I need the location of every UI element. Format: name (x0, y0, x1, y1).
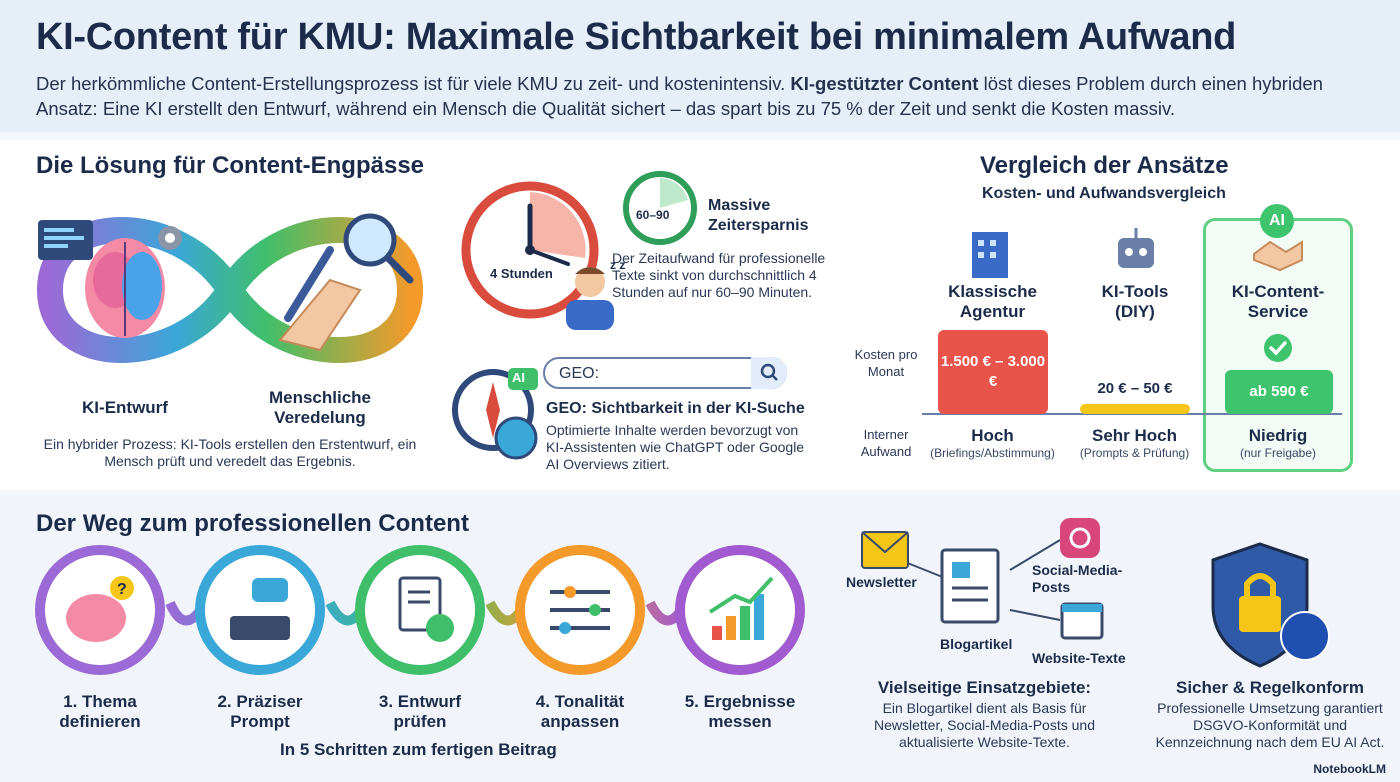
zzz-text: z z (610, 258, 626, 272)
compass-globe-icon (452, 368, 538, 460)
geo-text: Optimierte Inhalte werden bevorzugt von … (546, 422, 805, 472)
uses-text: Ein Blogartikel dient als Basis für News… (874, 700, 1095, 750)
handshake-icon (1253, 240, 1303, 272)
effort-sub-service: (nur Freigabe) (1239, 446, 1317, 460)
time-heading: Massive Zeitersparnis (708, 197, 809, 234)
geo-search-text: GEO: (559, 365, 600, 382)
hand-pen-icon (278, 246, 362, 352)
steps-ribbon: ? (35, 545, 805, 675)
column-title-service: KI-Content-Service (1231, 282, 1325, 321)
comparison-subheading: Kosten- und Aufwandsvergleich (982, 185, 1226, 202)
human-refinement-label: Menschliche Veredelung (268, 388, 372, 427)
newsletter-icon (861, 531, 909, 569)
infinity-illustration (36, 213, 424, 363)
ki-entwurf-label: KI-Entwurf (82, 398, 168, 417)
step-4-label: 4. Tonalität anpassen (535, 692, 625, 731)
clock-icon (461, 181, 599, 319)
content-uses-diagram (861, 518, 1104, 640)
geo-ai-badge: AI (512, 370, 525, 385)
document-check-icon (398, 576, 454, 642)
cost-bar-agency: 1.500 € – 3.000 € (938, 330, 1048, 414)
effort-sub-diy: (Prompts & Prüfung) (1079, 446, 1190, 460)
sliders-icon (550, 586, 610, 634)
time-text: Der Zeitaufwand für professionelle Texte… (612, 250, 826, 300)
intro-bold: KI-gestützter Content (790, 73, 979, 94)
step-2-ring (195, 545, 325, 675)
cost-bar-diy (1080, 404, 1190, 414)
header-band (0, 0, 1400, 132)
website-label: Website-Texte (1032, 650, 1126, 666)
shield-lock-icon (1211, 542, 1330, 668)
baseline (922, 413, 1342, 415)
column-title-diy: KI-Tools (DIY) (1101, 282, 1169, 321)
column-title-agency: Klassische Agentur (948, 282, 1037, 321)
small-clock-icon (623, 171, 697, 245)
social-label: Social-Media-Posts (1032, 562, 1123, 595)
building-icon (972, 232, 1008, 278)
secure-text: Professionelle Umsetzung garantiert DSGV… (1155, 700, 1385, 750)
step-2-label: 2. Präziser Prompt (217, 692, 303, 731)
row-cost-label: Kosten pro Monat (854, 347, 918, 379)
brain-icon (85, 238, 165, 338)
uses-heading: Vielseitige Einsatzgebiete: (877, 678, 1092, 697)
blog-document-icon (940, 548, 1000, 624)
brain-question-icon: ? (66, 576, 134, 642)
effort-sub-agency: (Briefings/Abstimmung) (930, 446, 1055, 460)
keyboard-chat-icon (230, 578, 290, 640)
row-effort-label: Interner Aufwand (860, 427, 912, 459)
robot-icon (1118, 228, 1154, 268)
geo-heading: GEO: Sichtbarkeit in der KI-Suche (546, 400, 805, 417)
secure-heading: Sicher & Regelkonform (1176, 678, 1364, 697)
brand-label: NotebookLM (1313, 762, 1386, 776)
blog-label: Blogartikel (940, 636, 1013, 652)
step-3-label: 3. Entwurf prüfen (378, 692, 462, 731)
eu-flag-icon (1280, 611, 1330, 661)
path-caption: In 5 Schritten zum fertigen Beitrag (280, 740, 557, 759)
solution-heading: Die Lösung für Content-Engpässe (36, 152, 425, 179)
website-icon (1060, 602, 1104, 640)
clock-label: 4 Stunden (490, 266, 553, 281)
page-title: KI-Content für KMU: Maximale Sichtbarkei… (36, 16, 1237, 58)
cost-bar-service: ab 590 € (1225, 370, 1333, 414)
magnifier-icon (343, 213, 414, 284)
cost-value-diy: 20 € – 50 € (1097, 380, 1173, 397)
svg-text:?: ? (117, 581, 127, 598)
social-media-icon (1060, 518, 1100, 558)
ai-badge: AI (1260, 204, 1294, 238)
path-heading: Der Weg zum professionellen Content (36, 510, 469, 537)
intro-part-2: löst dieses Problem durch einen hybriden… (36, 73, 1323, 119)
search-icon (751, 357, 787, 389)
step-5-label: 5. Ergebnisse messen (684, 692, 796, 731)
growth-chart-icon (708, 576, 774, 640)
sleeping-person-icon (566, 267, 614, 330)
effort-service: Niedrig (1248, 426, 1308, 445)
small-clock-label: 60–90 (636, 208, 670, 222)
geo-search-box: GEO: (543, 357, 787, 389)
effort-diy: Sehr Hoch (1091, 426, 1178, 445)
check-icon (1264, 334, 1292, 362)
step-1-label: 1. Thema definieren (59, 692, 141, 731)
intro-part-1: Der herkömmliche Content-Erstellungsproz… (36, 73, 791, 94)
solution-description: Ein hybrider Prozess: KI-Tools erstellen… (43, 436, 417, 469)
effort-agency: Hoch (971, 426, 1014, 445)
intro-text: Der herkömmliche Content-Erstellungsproz… (36, 71, 1376, 121)
comparison-heading: Vergleich der Ansätze (980, 152, 1229, 179)
newsletter-label: Newsletter (846, 574, 917, 590)
